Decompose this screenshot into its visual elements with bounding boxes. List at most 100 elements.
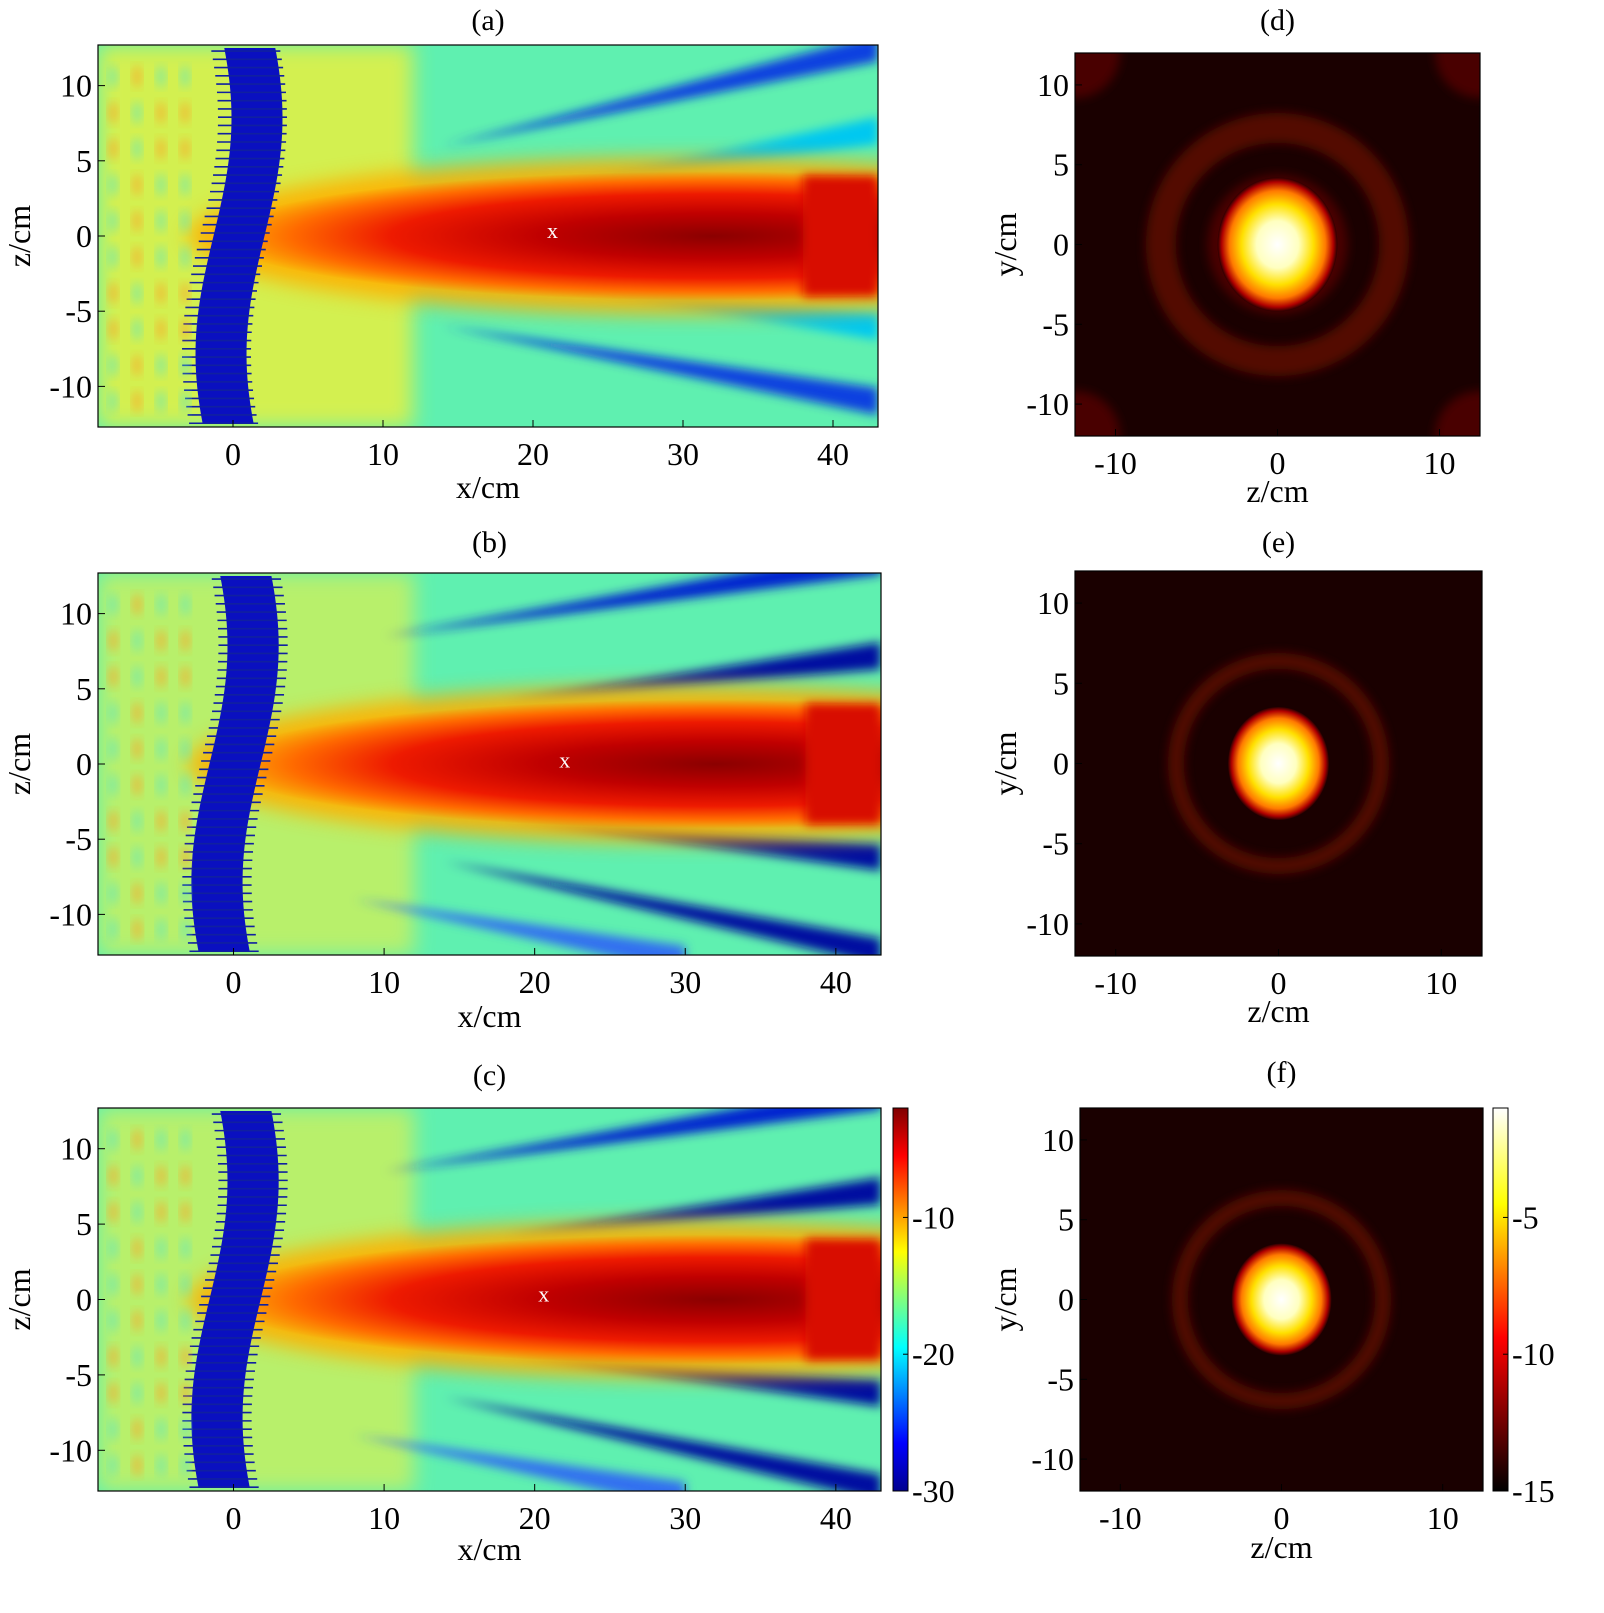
x-tick-label: -10 (1094, 965, 1137, 1001)
interference-spot (180, 1309, 191, 1332)
x-tick-label: 40 (820, 964, 852, 1000)
interference-spot (180, 282, 190, 305)
y-tick-label: 10 (1042, 1122, 1074, 1158)
interference-spot (132, 701, 143, 724)
interference-spot (108, 701, 119, 724)
interference-spot (108, 354, 118, 377)
interference-spot (132, 1273, 143, 1296)
x-tick-label: 10 (1425, 965, 1457, 1001)
y-tick-label: -5 (65, 1357, 92, 1393)
interference-spot (132, 390, 142, 413)
colorbar-tick-label: -10 (1512, 1336, 1555, 1372)
y-tick-label: 10 (1037, 67, 1069, 103)
interference-spot (108, 137, 118, 160)
colorbar-tick-label: -30 (912, 1473, 955, 1509)
focal-spot (1228, 706, 1329, 821)
interference-spot (108, 1309, 119, 1332)
main-beam-tail (803, 175, 878, 297)
interference-spot (180, 1454, 191, 1477)
interference-spot (180, 1273, 191, 1296)
interference-spot (180, 882, 191, 905)
focus-marker: x (547, 218, 558, 243)
side-lobe-0 (504, 1177, 881, 1237)
interference-spot (132, 882, 143, 905)
focus-marker: x (538, 1281, 549, 1306)
interference-spot (156, 701, 167, 724)
x-tick-label: 0 (225, 436, 241, 472)
interference-spot (132, 1381, 143, 1404)
side-ring (1145, 112, 1410, 377)
interference-spot (180, 1201, 191, 1224)
interference-spot (180, 593, 191, 616)
y-tick-label: -5 (1047, 1361, 1074, 1397)
y-axis-label: y/cm (987, 731, 1023, 795)
interference-spot (108, 665, 119, 688)
interference-spot (180, 65, 190, 88)
interference-spot (180, 1237, 191, 1260)
colorbar: -5 -10 -15 (1492, 1107, 1555, 1509)
panel-c: x (c) 0 10 20 30 40 10 5 0 -5 -10 x/cm z/cm -10 -20 -30 (1, 1059, 955, 1567)
x-axis-label: z/cm (1250, 1529, 1312, 1565)
interference-spot (108, 846, 119, 869)
heatmap-field (1075, 571, 1482, 956)
interference-spot (132, 246, 142, 269)
x-tick-label: 20 (517, 436, 549, 472)
focus-marker: x (559, 747, 570, 772)
interference-spot (132, 593, 143, 616)
y-axis-label: y/cm (987, 212, 1023, 276)
interference-spot (156, 318, 166, 341)
x-tick-label: 0 (226, 964, 242, 1000)
x-tick-label: 10 (368, 1500, 400, 1536)
x-axis-label: z/cm (1246, 473, 1308, 509)
interference-spot (156, 593, 167, 616)
interference-spot (180, 774, 191, 797)
side-lobe-4 (353, 1435, 686, 1491)
interference-spot (108, 209, 118, 232)
heatmap-field (1080, 1108, 1483, 1491)
interference-spot (132, 774, 143, 797)
interference-spot (156, 665, 167, 688)
x-tick-label: 30 (669, 1500, 701, 1536)
interference-spot (156, 173, 166, 196)
y-tick-label: -5 (1042, 306, 1069, 342)
focal-spot (1217, 177, 1338, 312)
main-beam (218, 699, 881, 829)
interference-spot (180, 629, 191, 652)
y-tick-label: 0 (76, 218, 92, 254)
interference-spot (132, 318, 142, 341)
interference-spot (156, 810, 167, 833)
y-tick-label: 0 (1053, 227, 1069, 263)
interference-spot (132, 1128, 143, 1151)
colorbar: -10 -20 -30 (892, 1107, 955, 1509)
panel-title: (e) (1262, 526, 1295, 559)
panel-e: (e) -10 0 10 10 5 0 -5 -10 z/cm y/cm (987, 526, 1483, 1029)
y-tick-label: -5 (1042, 826, 1069, 862)
side-lobe-2 (533, 117, 878, 191)
interference-spot (156, 774, 167, 797)
interference-spot (156, 1309, 167, 1332)
x-tick-label: 20 (519, 964, 551, 1000)
y-tick-label: 5 (1053, 147, 1069, 183)
interference-spot (156, 1201, 167, 1224)
y-tick-label: 0 (76, 746, 92, 782)
x-tick-label: 10 (368, 964, 400, 1000)
main-beam (218, 1234, 881, 1365)
interference-spot (132, 209, 142, 232)
side-lobe-4 (353, 899, 686, 955)
panel-title: (d) (1260, 4, 1295, 37)
interference-spot (132, 918, 143, 941)
interference-spot (132, 665, 143, 688)
y-tick-label: -10 (1031, 1441, 1074, 1477)
panel-a: x (a) 0 10 20 30 40 10 5 0 -5 -10 x/cm z/cm (1, 4, 879, 505)
side-lobe-2 (444, 1397, 881, 1491)
x-axis-label: x/cm (458, 1531, 522, 1567)
interference-spot (156, 137, 166, 160)
interference-spot (156, 737, 167, 760)
panel-f: (f) -10 0 10 10 5 0 -5 -10 z/cm y/cm -5 -10 -15 (987, 1056, 1555, 1565)
interference-spot (180, 1418, 191, 1441)
panel-title: (a) (471, 4, 504, 37)
interference-spot (108, 1128, 119, 1151)
interference-spot (132, 65, 142, 88)
y-tick-label: -10 (49, 1432, 92, 1468)
